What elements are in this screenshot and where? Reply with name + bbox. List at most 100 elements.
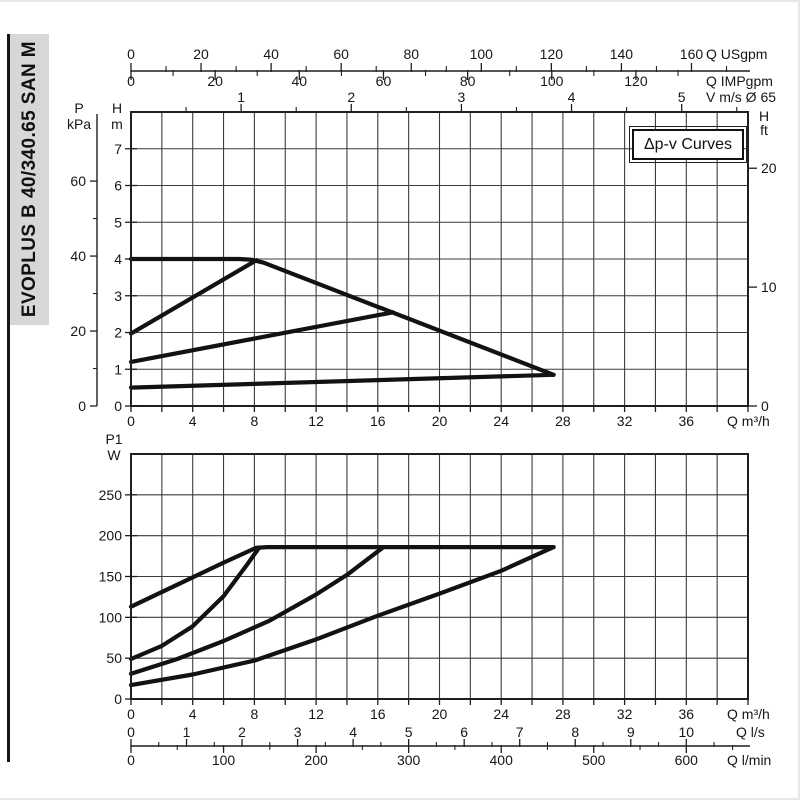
ls-tick-label: 7 xyxy=(516,724,524,740)
x-tick-label: 4 xyxy=(189,413,197,429)
w-tick-label: 200 xyxy=(99,528,123,544)
w-tick-label: 0 xyxy=(114,691,122,707)
x-tick-label: 28 xyxy=(555,413,571,429)
usgpm-tick-label: 80 xyxy=(403,46,419,62)
impgpm-tick-label: 0 xyxy=(127,73,135,89)
w-tick-label: 100 xyxy=(99,609,123,625)
h-m-tick-label: 4 xyxy=(114,251,122,267)
h-ft-tick-label: 0 xyxy=(761,398,769,414)
x-tick-label: 32 xyxy=(617,706,633,722)
velocity-tick-label: 3 xyxy=(458,89,466,105)
x-tick-label: 20 xyxy=(432,706,448,722)
x-tick-label: 28 xyxy=(555,706,571,722)
chart-head-vs-flow: 0 4 8 12 16 20 24 28 32 36 Q m³/h0 20 40 60 80 100 120 14… xyxy=(67,46,777,429)
chart-power-vs-flow: 0 4 8 12 16 20 24 28 32 36 Q m³/h050100150200250P1… xyxy=(99,431,772,768)
w-tick-label: 150 xyxy=(99,569,123,585)
axis-p1-w: 0 50 100 150 200 250 P1W xyxy=(99,431,137,707)
h-ft-tick-label: 10 xyxy=(761,279,777,295)
axis-unit-label: Q m³/h xyxy=(727,413,770,429)
axis-unit-label: P xyxy=(74,100,83,116)
lmin-tick-label: 100 xyxy=(212,752,236,768)
usgpm-tick-label: 120 xyxy=(540,46,564,62)
curve-p1-dpv-3 xyxy=(128,545,556,688)
curve-p1-dpv-1 xyxy=(128,545,262,662)
x-tick-label: 12 xyxy=(308,413,324,429)
axis-unit-label: W xyxy=(107,447,121,463)
lmin-tick-label: 200 xyxy=(304,752,328,768)
usgpm-tick-label: 40 xyxy=(263,46,279,62)
usgpm-tick-label: 0 xyxy=(127,46,135,62)
h-m-tick-label: 6 xyxy=(114,178,122,194)
page-left-rule xyxy=(7,34,10,762)
x-tick-label: 20 xyxy=(432,413,448,429)
w-tick-label: 250 xyxy=(99,487,123,503)
usgpm-tick-label: 160 xyxy=(680,46,704,62)
impgpm-tick-label: 40 xyxy=(292,73,308,89)
model-label-sidebar: EVOPLUS B 40/340.65 SAN M xyxy=(10,34,49,325)
grid xyxy=(131,112,748,406)
axis-unit-label: H xyxy=(112,100,122,116)
usgpm-tick-label: 140 xyxy=(610,46,634,62)
axis-unit-label: m xyxy=(111,116,123,132)
axis-unit-label: Q l/min xyxy=(727,752,771,768)
impgpm-tick-label: 120 xyxy=(624,73,648,89)
lmin-tick-label: 400 xyxy=(490,752,514,768)
usgpm-tick-label: 100 xyxy=(470,46,494,62)
x-tick-label: 8 xyxy=(251,413,259,429)
h-ft-tick-label: 20 xyxy=(761,160,777,176)
axis-ls-lmin: 0 1 2 3 4 5 6 7 8 9 10 Q l/s 0 100 200 300 400 500 600 Q l/… xyxy=(127,724,771,768)
curve-max-speed xyxy=(128,256,556,377)
axis-unit-label: Q l/s xyxy=(736,724,765,740)
curve-dpv-line-2 xyxy=(128,310,396,364)
lmin-tick-label: 300 xyxy=(397,752,421,768)
x-tick-label: 0 xyxy=(127,413,135,429)
axis-h-m: 0 1 2 3 4 5 6 7 Hm xyxy=(111,100,137,414)
lmin-tick-label: 600 xyxy=(675,752,699,768)
impgpm-tick-label: 100 xyxy=(540,73,564,89)
kpa-tick-label: 40 xyxy=(70,248,86,264)
h-m-tick-label: 5 xyxy=(114,214,122,230)
dpv-curves-annotation: Δp-v Curves xyxy=(629,126,747,163)
impgpm-tick-label: 80 xyxy=(460,73,476,89)
lmin-tick-label: 0 xyxy=(127,752,135,768)
axis-unit-label: P1 xyxy=(105,431,122,447)
grid xyxy=(131,454,748,699)
curve-p1-dpv-2 xyxy=(128,545,385,676)
ls-tick-label: 10 xyxy=(679,724,695,740)
axis-velocity: 1 2 3 4 5 V m/s Ø 65 xyxy=(185,89,776,112)
ls-tick-label: 5 xyxy=(405,724,413,740)
curve-p1-max-speed xyxy=(128,545,556,609)
velocity-tick-label: 1 xyxy=(237,89,245,105)
x-tick-label: 32 xyxy=(617,413,633,429)
axis-unit-label: V m/s Ø 65 xyxy=(706,89,776,105)
x-tick-label: 24 xyxy=(493,413,509,429)
ls-tick-label: 4 xyxy=(349,724,357,740)
axis-unit-label: Q USgpm xyxy=(706,46,767,62)
x-tick-label: 12 xyxy=(308,706,324,722)
axis-unit-label: H xyxy=(759,108,769,124)
curve-dpv-line-3 xyxy=(128,372,556,390)
usgpm-tick-label: 60 xyxy=(333,46,349,62)
x-tick-label: 36 xyxy=(679,413,695,429)
kpa-tick-label: 20 xyxy=(70,323,86,339)
x-tick-label: 8 xyxy=(251,706,259,722)
ls-tick-label: 0 xyxy=(127,724,135,740)
h-m-tick-label: 0 xyxy=(114,398,122,414)
kpa-tick-label: 60 xyxy=(70,173,86,189)
axis-unit-label: Q IMPgpm xyxy=(706,73,773,89)
ls-tick-label: 6 xyxy=(460,724,468,740)
x-tick-label: 0 xyxy=(127,706,135,722)
x-tick-label: 24 xyxy=(493,706,509,722)
h-m-tick-label: 1 xyxy=(114,361,122,377)
velocity-tick-label: 4 xyxy=(568,89,576,105)
usgpm-tick-label: 20 xyxy=(193,46,209,62)
ls-tick-label: 3 xyxy=(294,724,302,740)
impgpm-tick-label: 60 xyxy=(376,73,392,89)
x-tick-label: 4 xyxy=(189,706,197,722)
curve-dpv-line-1 xyxy=(128,258,259,336)
lmin-tick-label: 500 xyxy=(582,752,606,768)
kpa-tick-label: 0 xyxy=(78,398,86,414)
